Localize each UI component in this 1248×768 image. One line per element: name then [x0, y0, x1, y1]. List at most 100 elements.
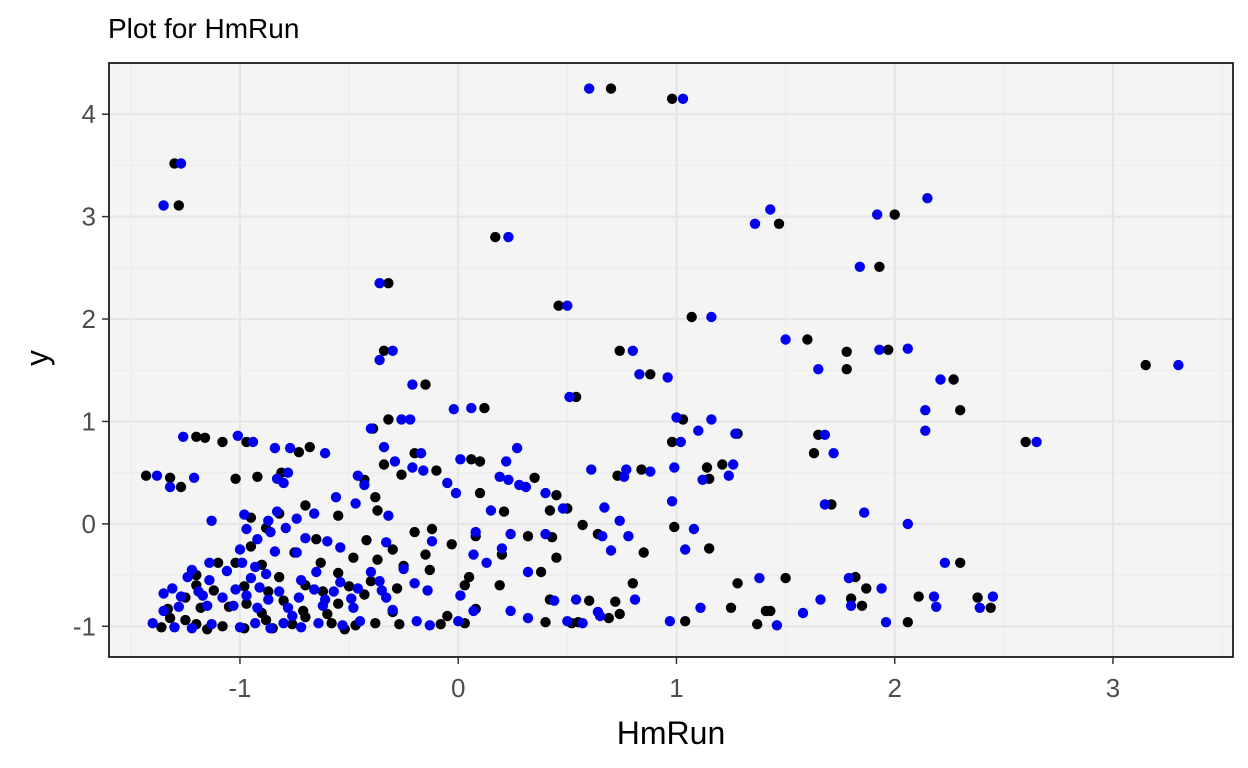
data-point-blue — [383, 510, 394, 521]
data-point-blue — [614, 515, 625, 526]
data-point-blue — [693, 425, 704, 436]
data-point-blue — [749, 218, 761, 229]
data-point-blue — [496, 543, 508, 554]
data-point-black — [948, 374, 959, 385]
data-point-blue — [335, 542, 346, 553]
data-point-blue — [293, 592, 305, 603]
data-point-blue — [230, 584, 241, 595]
data-point-black — [636, 464, 647, 475]
data-point-black — [856, 600, 868, 611]
data-point-black — [717, 459, 728, 470]
data-point-blue — [328, 586, 339, 597]
data-point-black — [474, 487, 486, 499]
data-point-blue — [175, 158, 187, 169]
data-point-black — [396, 469, 407, 480]
data-point-blue — [228, 600, 239, 611]
data-point-blue — [586, 464, 597, 475]
data-point-blue — [348, 602, 359, 613]
data-point-black — [1020, 436, 1031, 448]
data-point-black — [420, 549, 431, 560]
data-point-black — [317, 586, 329, 597]
data-point-blue — [287, 610, 298, 622]
data-point-black — [544, 505, 556, 516]
data-point-black — [199, 432, 211, 443]
data-point-blue — [902, 343, 913, 354]
data-point-blue — [797, 607, 809, 619]
data-point-blue — [282, 602, 294, 613]
data-point-black — [387, 544, 398, 555]
data-point-blue — [317, 600, 329, 611]
data-point-blue — [260, 568, 272, 580]
data-point-black — [391, 583, 403, 594]
data-point-blue — [671, 412, 682, 423]
data-point-blue — [634, 369, 645, 380]
data-point-black — [378, 459, 390, 470]
data-point-blue — [309, 508, 320, 519]
data-point-black — [725, 602, 737, 613]
data-point-blue — [271, 506, 283, 517]
data-point-blue — [158, 605, 169, 617]
data-point-black — [446, 539, 457, 550]
data-point-black — [490, 231, 501, 243]
x-tick-label: 2 — [887, 673, 901, 703]
data-point-blue — [350, 498, 361, 509]
data-point-blue — [872, 209, 883, 220]
data-point-blue — [902, 518, 913, 530]
data-point-blue — [352, 583, 363, 594]
data-point-blue — [282, 467, 294, 478]
data-point-blue — [470, 526, 481, 538]
data-point-blue — [241, 590, 252, 601]
data-point-blue — [295, 622, 307, 633]
data-point-black — [370, 492, 381, 503]
data-point-blue — [662, 372, 673, 383]
data-point-black — [638, 547, 649, 558]
data-point-black — [529, 472, 540, 483]
data-point-blue — [245, 572, 257, 584]
data-point-blue — [1031, 436, 1042, 448]
data-point-blue — [254, 582, 265, 593]
data-point-black — [293, 447, 305, 458]
panel-border — [108, 62, 1234, 658]
data-point-black — [479, 402, 490, 414]
y-tick-label: 3 — [82, 202, 96, 232]
data-point-black — [361, 535, 372, 546]
data-point-black — [409, 526, 420, 538]
data-point-blue — [819, 499, 831, 510]
data-point-blue — [987, 591, 999, 602]
data-point-blue — [605, 545, 617, 556]
data-point-blue — [335, 577, 346, 588]
data-point-black — [359, 589, 370, 600]
data-point-black — [889, 209, 900, 220]
data-point-blue — [337, 620, 348, 631]
data-point-blue — [206, 619, 217, 630]
y-tick-label: -1 — [73, 611, 96, 641]
data-point-black — [343, 581, 355, 592]
data-point-blue — [501, 456, 512, 467]
data-point-blue — [167, 583, 178, 594]
data-point-black — [463, 571, 475, 583]
data-point-black — [217, 436, 228, 448]
data-point-blue — [466, 402, 477, 414]
data-point-blue — [935, 374, 946, 385]
data-point-black — [686, 311, 697, 323]
data-point-black — [326, 618, 337, 629]
data-point-black — [333, 567, 344, 579]
data-point-blue — [291, 513, 302, 524]
x-tick-label: 3 — [1106, 673, 1120, 703]
data-point-blue — [562, 300, 573, 311]
data-point-black — [383, 278, 394, 289]
data-point-blue — [221, 565, 233, 577]
data-point-blue — [765, 204, 776, 215]
data-point-blue — [188, 472, 200, 483]
data-point-blue — [843, 572, 855, 584]
data-point-black — [577, 519, 588, 531]
data-point-black — [955, 557, 966, 568]
data-point-blue — [511, 442, 523, 454]
data-point-black — [704, 543, 715, 554]
data-point-blue — [876, 583, 887, 594]
data-point-blue — [252, 602, 263, 613]
data-point-blue — [448, 404, 459, 415]
data-point-black — [208, 585, 219, 596]
data-point-blue — [664, 616, 676, 627]
data-point-blue — [974, 602, 985, 613]
